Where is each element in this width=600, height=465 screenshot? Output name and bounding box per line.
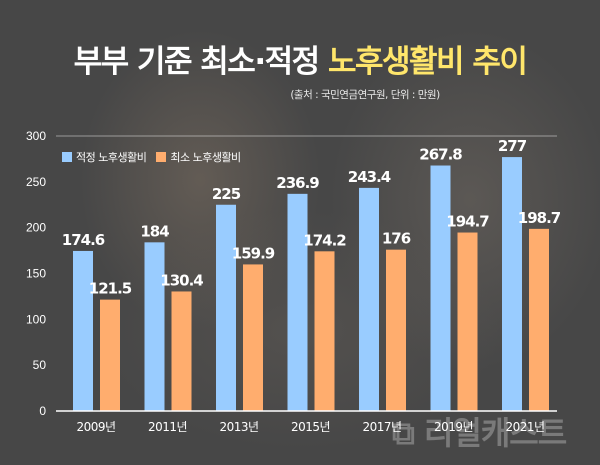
title-main: 부부 기준 최소·적정 (73, 44, 328, 80)
watermark-logo: ⧉ 리얼캐스트 (392, 414, 567, 452)
bar-optimal (73, 250, 93, 411)
y-tick-label: 250 (26, 175, 46, 189)
bar-optimal (144, 242, 165, 411)
bar-optimal (359, 187, 379, 411)
bar-optimal (287, 193, 308, 411)
data-label: 174.6 (62, 231, 105, 249)
x-tick-label: 2009년 (76, 420, 115, 434)
legend-label: 적정 노후생활비 (76, 151, 147, 164)
x-tick-label: 2011년 (148, 420, 187, 434)
bar-optimal (502, 157, 522, 411)
x-tick-label: 2021년 (505, 420, 544, 434)
data-label: 121.5 (89, 280, 132, 298)
data-label: 194.7 (446, 213, 489, 231)
bar-minimum (243, 264, 263, 411)
y-tick-label: 200 (26, 221, 46, 235)
data-label: 243.4 (348, 168, 391, 186)
data-label: 176 (382, 230, 411, 248)
bar-minimum (457, 232, 478, 411)
bar-optimal (430, 165, 451, 411)
bar-optimal (216, 204, 236, 411)
data-label: 225 (212, 185, 241, 203)
bar-minimum (529, 228, 549, 411)
data-label: 236.9 (276, 174, 319, 192)
data-label: 184 (140, 222, 169, 240)
y-tick-label: 0 (39, 404, 46, 418)
data-label: 159.9 (232, 244, 275, 262)
bar-minimum (386, 249, 406, 411)
legend-item-minimum: 최소 노후생활비 (156, 149, 241, 165)
source-note: (출처 : 국민연금연구원, 단위 : 만원) (290, 89, 440, 101)
bar-minimum (100, 299, 120, 411)
data-label: 174.2 (303, 231, 346, 249)
legend-swatch-optimal (62, 152, 72, 162)
y-tick-label: 100 (26, 312, 46, 326)
legend-swatch-minimum (156, 152, 167, 162)
legend-label: 최소 노후생활비 (170, 151, 241, 164)
chart-title: 부부 기준 최소·적정 노후생활비 추이 (0, 36, 600, 81)
y-tick-label: 50 (33, 358, 47, 372)
data-label: 277 (498, 137, 527, 155)
bar-minimum (314, 251, 335, 411)
x-tick-label: 2019년 (434, 420, 473, 434)
title-highlight: 노후생활비 추이 (327, 44, 528, 80)
data-label: 130.4 (160, 271, 203, 289)
data-label: 198.7 (518, 209, 561, 227)
y-tick-label: 150 (26, 267, 46, 281)
x-tick-label: 2017년 (362, 420, 401, 434)
legend: 적정 노후생활비 최소 노후생활비 (62, 149, 241, 165)
data-label: 267.8 (419, 146, 462, 164)
legend-item-optimal: 적정 노후생활비 (62, 149, 147, 165)
bar-minimum (171, 291, 192, 411)
x-tick-label: 2015년 (291, 420, 330, 434)
x-tick-label: 2013년 (219, 420, 258, 434)
y-tick-label: 300 (26, 129, 46, 143)
